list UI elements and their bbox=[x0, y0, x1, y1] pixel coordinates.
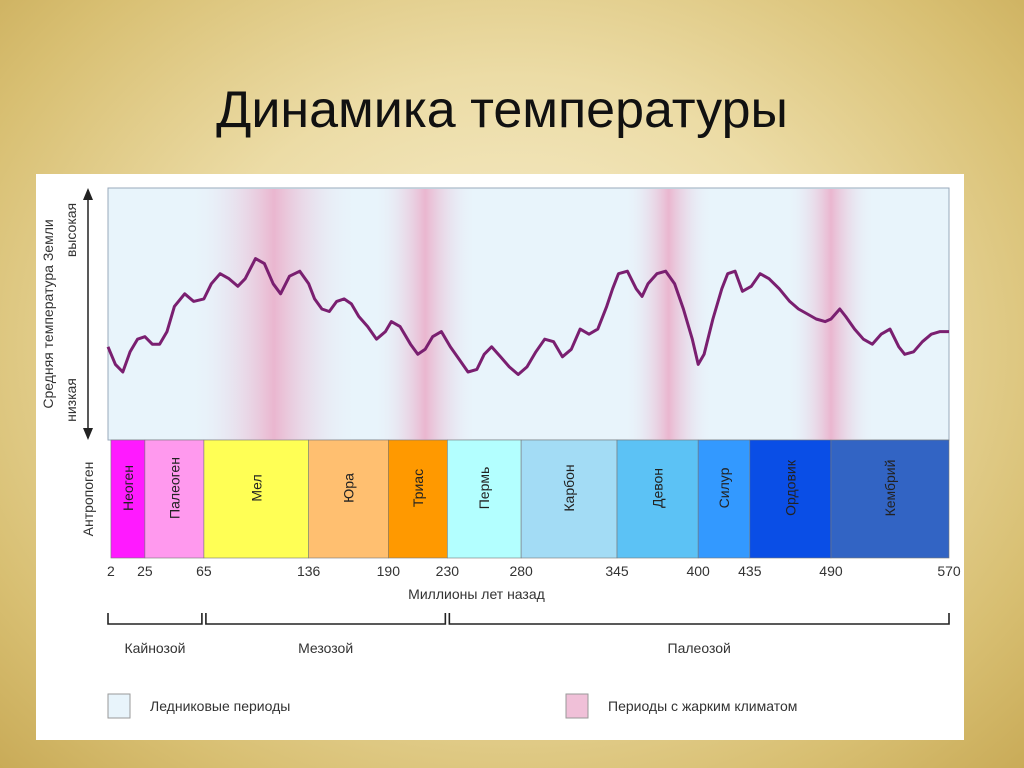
period-label: Триас bbox=[410, 469, 426, 507]
era-bracket bbox=[448, 613, 950, 625]
period-label: Неоген bbox=[120, 465, 136, 511]
x-tick-label: 230 bbox=[436, 563, 460, 579]
era-label: Кайнозой bbox=[124, 640, 185, 656]
era-bracket bbox=[205, 613, 447, 625]
period-label: Ордовик bbox=[782, 459, 798, 516]
period-band bbox=[616, 439, 699, 559]
period-label: Девон bbox=[650, 468, 666, 508]
legend-label: Ледниковые периоды bbox=[150, 698, 290, 714]
period-band bbox=[697, 439, 751, 559]
x-tick-label: 136 bbox=[297, 563, 321, 579]
x-tick-label: 190 bbox=[377, 563, 401, 579]
temperature-curve bbox=[106, 257, 949, 376]
period-label: Мел bbox=[248, 474, 264, 501]
x-tick-label: 2 bbox=[107, 563, 115, 579]
era-label: Мезозой bbox=[298, 640, 353, 656]
period-label: Силур bbox=[716, 467, 732, 508]
period-label: Кембрий bbox=[882, 460, 898, 517]
warm-zone bbox=[624, 189, 713, 440]
slide-title: Динамика температуры bbox=[216, 81, 788, 139]
x-tick-label: 345 bbox=[605, 563, 629, 579]
period-label: Карбон bbox=[561, 464, 577, 511]
period-band bbox=[388, 439, 448, 559]
period-label: Палеоген bbox=[166, 457, 182, 519]
x-axis-label: Миллионы лет назад bbox=[408, 586, 545, 602]
period-label: Пермь bbox=[476, 467, 492, 510]
era-bracket bbox=[107, 613, 203, 625]
warm-zone bbox=[189, 189, 359, 440]
temperature-diagram: Средняя температура Земли высокая низкая А… bbox=[40, 187, 961, 719]
legend-swatch bbox=[107, 693, 131, 719]
period-band bbox=[144, 439, 205, 559]
era-label: Палеозой bbox=[668, 640, 731, 656]
chart-panel: Средняя температура Земли высокая низкая А… bbox=[36, 174, 964, 740]
y-axis-label: Средняя температура Земли bbox=[40, 219, 56, 408]
period-band bbox=[447, 439, 522, 559]
period-label: Антропоген bbox=[80, 462, 96, 537]
y-axis-arrow-down-icon bbox=[83, 428, 93, 440]
period-band bbox=[203, 439, 309, 559]
period-band bbox=[830, 439, 950, 559]
x-tick-label: 25 bbox=[137, 563, 153, 579]
period-band bbox=[110, 439, 146, 559]
x-tick-label: 65 bbox=[196, 563, 212, 579]
warm-zone bbox=[373, 189, 477, 440]
x-tick-label: 280 bbox=[509, 563, 533, 579]
warm-zone bbox=[786, 189, 876, 440]
period-band bbox=[749, 439, 832, 559]
x-tick-label: 400 bbox=[686, 563, 710, 579]
y-axis-low-label: низкая bbox=[63, 378, 79, 422]
legend-swatch bbox=[565, 693, 589, 719]
x-tick-label: 570 bbox=[937, 563, 961, 579]
period-label: Юра bbox=[340, 473, 356, 503]
y-axis-arrow-up-icon bbox=[83, 188, 93, 200]
legend-label: Периоды с жарким климатом bbox=[608, 698, 797, 714]
x-tick-label: 490 bbox=[819, 563, 843, 579]
period-band bbox=[520, 439, 618, 559]
x-tick-label: 435 bbox=[738, 563, 762, 579]
y-axis-high-label: высокая bbox=[63, 203, 79, 257]
